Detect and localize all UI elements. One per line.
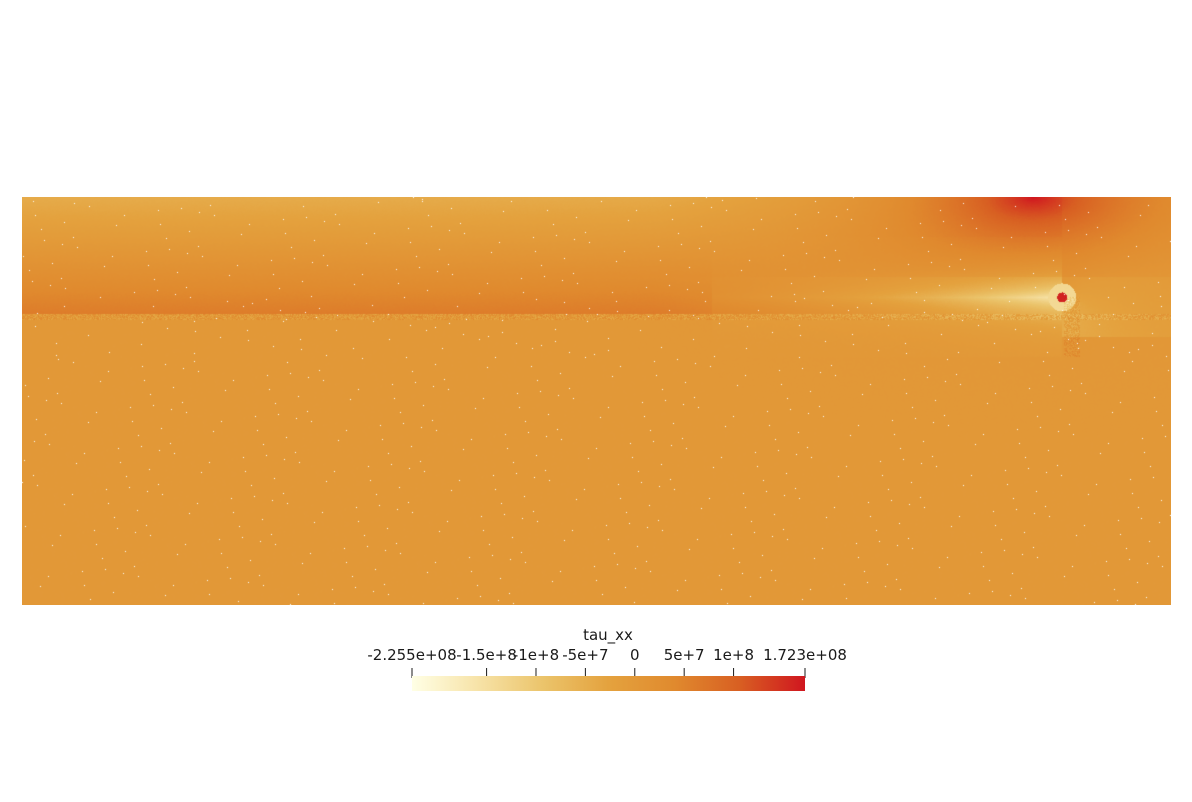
colorbar-tick-label: -1e+8 [513,646,559,664]
colorbar: tau_xx -2.255e+08 -1.5e+8 -1e+8 -5e+7 0 5e+7 1… [0,620,1192,700]
colorbar-tick-label: -2.255e+08 [367,646,456,664]
colorbar-tick-label: 5e+7 [664,646,705,664]
colorbar-tick-label: 0 [630,646,640,664]
colorbar-tick-label: 1e+8 [713,646,754,664]
colorbar-title: tau_xx [583,626,633,645]
colorbar-tick-label: 1.723e+08 [763,646,847,664]
colorbar-tick-label: -5e+7 [562,646,608,664]
colorbar-ticks: -2.255e+08 -1.5e+8-1e+8 -5e+7 0 5e+7 1e+8 1.72… [367,646,847,678]
colorbar-gradient [412,676,805,691]
colorbar-tick-label: -1.5e+8 [456,646,517,664]
colorbar-svg: tau_xx -2.255e+08 -1.5e+8-1e+8 -5e+7 0 5e+7 1… [367,626,847,691]
stress-field-heatmap [22,197,1171,605]
